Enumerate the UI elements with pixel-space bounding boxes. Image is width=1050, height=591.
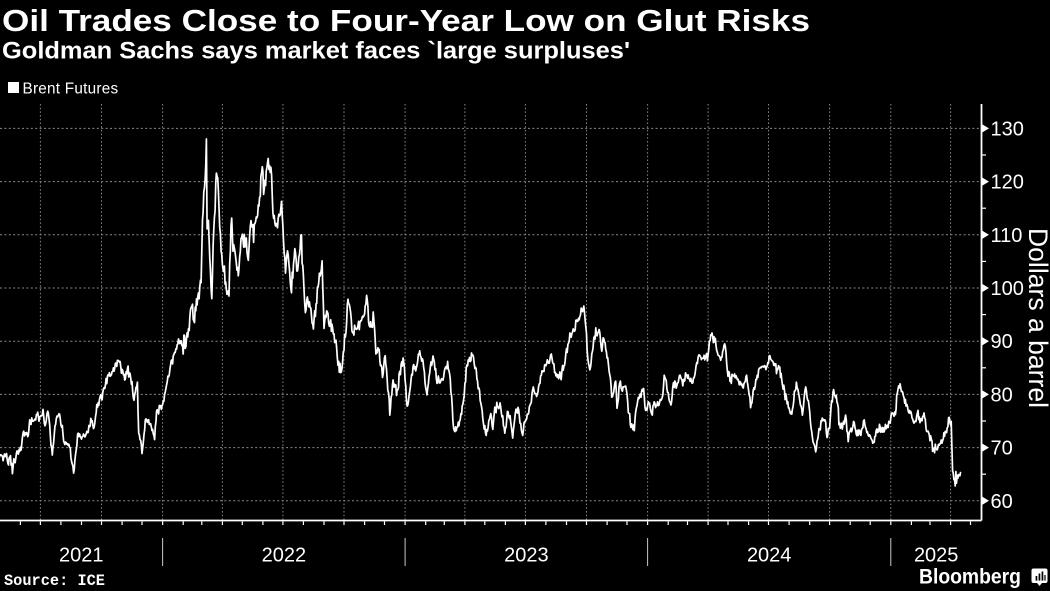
- svg-text:Brent Futures: Brent Futures: [23, 81, 119, 98]
- svg-text:Source: ICE: Source: ICE: [4, 572, 105, 590]
- svg-text:90: 90: [991, 331, 1013, 353]
- svg-text:Dollars a barrel: Dollars a barrel: [1023, 228, 1050, 408]
- svg-text:120: 120: [991, 172, 1024, 194]
- svg-text:2023: 2023: [504, 545, 549, 567]
- svg-text:Goldman Sachs says market face: Goldman Sachs says market faces `large s…: [2, 38, 630, 65]
- svg-text:110: 110: [991, 225, 1023, 247]
- svg-text:70: 70: [991, 438, 1013, 460]
- svg-text:2025: 2025: [914, 545, 959, 567]
- svg-text:Oil Trades Close to Four-Year: Oil Trades Close to Four-Year Low on Glu…: [2, 3, 810, 38]
- svg-text:100: 100: [991, 278, 1024, 300]
- svg-text:2021: 2021: [59, 545, 104, 567]
- svg-text:130: 130: [991, 118, 1024, 140]
- svg-text:Bloomberg: Bloomberg: [919, 566, 1021, 589]
- svg-text:2024: 2024: [747, 545, 792, 567]
- svg-text:2022: 2022: [262, 545, 307, 567]
- svg-text:80: 80: [991, 384, 1013, 406]
- svg-text:60: 60: [991, 491, 1013, 513]
